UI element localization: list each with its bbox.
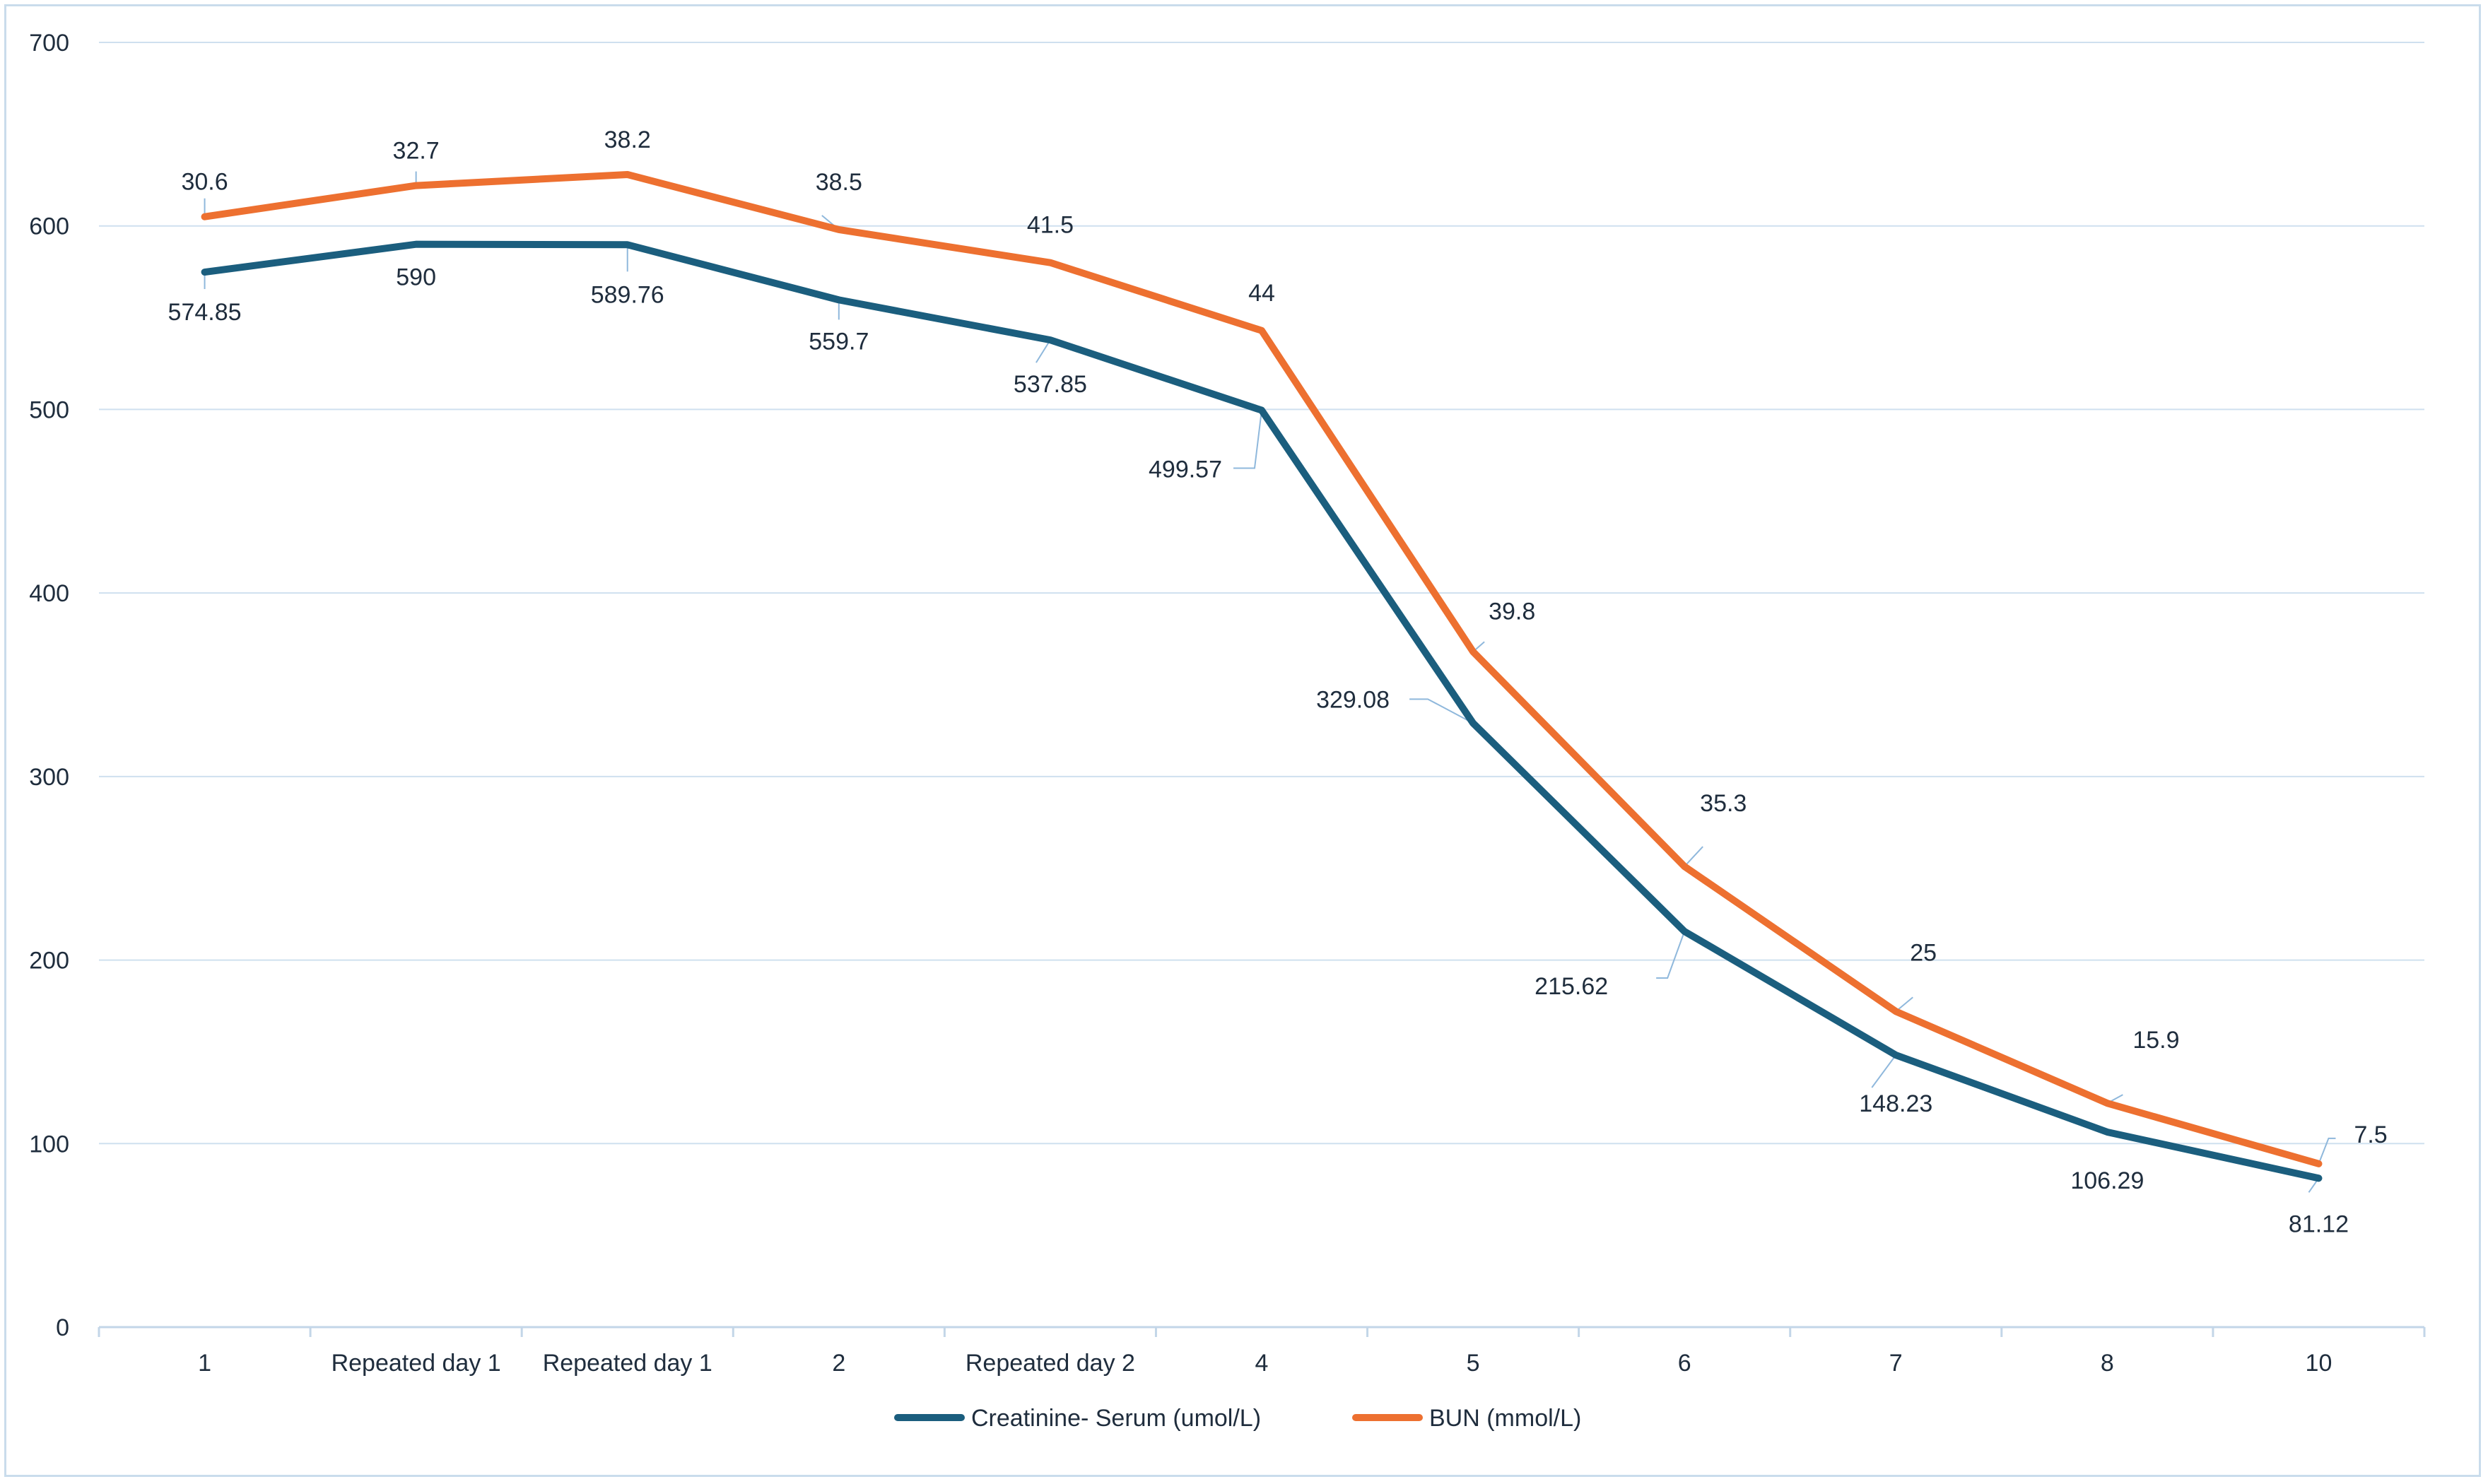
x-tick-label: 8 — [2101, 1350, 2114, 1377]
x-axis-labels: 1 Repeated day 1 Repeated day 1 2 Repeated d… — [198, 1350, 2332, 1377]
x-tick-label: Repeated day 2 — [966, 1350, 1135, 1377]
creatinine-data-label: 574.85 — [168, 299, 242, 326]
x-tick-label: 7 — [1889, 1350, 1903, 1377]
x-tick-label: 1 — [198, 1350, 211, 1377]
y-axis: 0 100 200 300 400 500 600 700 — [29, 30, 69, 1341]
creatinine-data-label: 81.12 — [2289, 1211, 2349, 1237]
label-leader-line — [1409, 698, 1474, 724]
bun-data-label: 41.5 — [1027, 212, 1074, 239]
bun-data-label: 38.5 — [816, 169, 862, 196]
x-tick-label: 2 — [832, 1350, 845, 1377]
creatinine-data-label: 559.7 — [809, 328, 869, 355]
y-tick-label: 300 — [29, 764, 69, 791]
bun-data-label: 35.3 — [1700, 790, 1747, 817]
x-tick-label: 5 — [1467, 1350, 1480, 1377]
creatinine-data-label: 499.57 — [1149, 457, 1222, 483]
creatinine-data-label: 106.29 — [2070, 1167, 2144, 1194]
label-leader-line — [1656, 931, 1686, 979]
y-tick-label: 700 — [29, 30, 69, 57]
label-leader-line — [1233, 410, 1262, 469]
bun-data-label: 7.5 — [2354, 1121, 2387, 1148]
bun-data-label: 30.6 — [181, 169, 228, 196]
creatinine-series-line — [201, 240, 2323, 1182]
y-tick-label: 200 — [29, 948, 69, 974]
label-leader-lines — [204, 171, 2336, 1193]
creatinine-data-label: 590 — [396, 264, 436, 291]
x-tick-label: 6 — [1678, 1350, 1691, 1377]
y-tick-label: 100 — [29, 1131, 69, 1158]
series-lines — [201, 170, 2323, 1182]
chart-frame — [4, 4, 2481, 1477]
legend: Creatinine- Serum (umol/L) BUN (mmol/L) — [894, 1405, 1581, 1432]
x-axis — [98, 1326, 2426, 1337]
label-leader-line — [2318, 1137, 2336, 1165]
label-leader-line — [1035, 339, 1051, 363]
x-tick-label: 10 — [2306, 1350, 2332, 1377]
creatinine-data-label: 329.08 — [1316, 686, 1390, 713]
y-tick-label: 0 — [56, 1314, 69, 1341]
bun-data-label: 32.7 — [393, 138, 440, 165]
legend-creatinine-label: Creatinine- Serum (umol/L) — [971, 1405, 1261, 1432]
data-labels: 574.85 590 589.76 559.7 537.85 499.57 329.08 21… — [168, 126, 2388, 1237]
creatinine-data-label: 537.85 — [1014, 371, 1087, 398]
label-leader-line — [1871, 1054, 1897, 1088]
bun-data-label: 38.2 — [604, 126, 651, 153]
creatinine-data-label: 215.62 — [1535, 973, 1608, 1000]
legend-bun-label: BUN (mmol/L) — [1429, 1405, 1581, 1432]
bun-data-label: 15.9 — [2132, 1027, 2179, 1054]
bun-data-label: 25 — [1910, 939, 1937, 966]
y-tick-label: 600 — [29, 213, 69, 240]
label-leader-line — [1684, 846, 1703, 867]
bun-data-label: 39.8 — [1489, 598, 1535, 625]
y-tick-label: 500 — [29, 396, 69, 423]
x-tick-label: Repeated day 1 — [543, 1350, 712, 1377]
x-tick-label: Repeated day 1 — [331, 1350, 501, 1377]
gridlines — [99, 42, 2424, 1145]
bun-series-line — [201, 170, 2323, 1167]
creatinine-data-label: 589.76 — [591, 281, 664, 308]
y-tick-label: 400 — [29, 580, 69, 607]
bun-data-label: 44 — [1248, 280, 1275, 307]
x-tick-label: 4 — [1255, 1350, 1269, 1377]
creatinine-data-label: 148.23 — [1859, 1090, 1932, 1117]
